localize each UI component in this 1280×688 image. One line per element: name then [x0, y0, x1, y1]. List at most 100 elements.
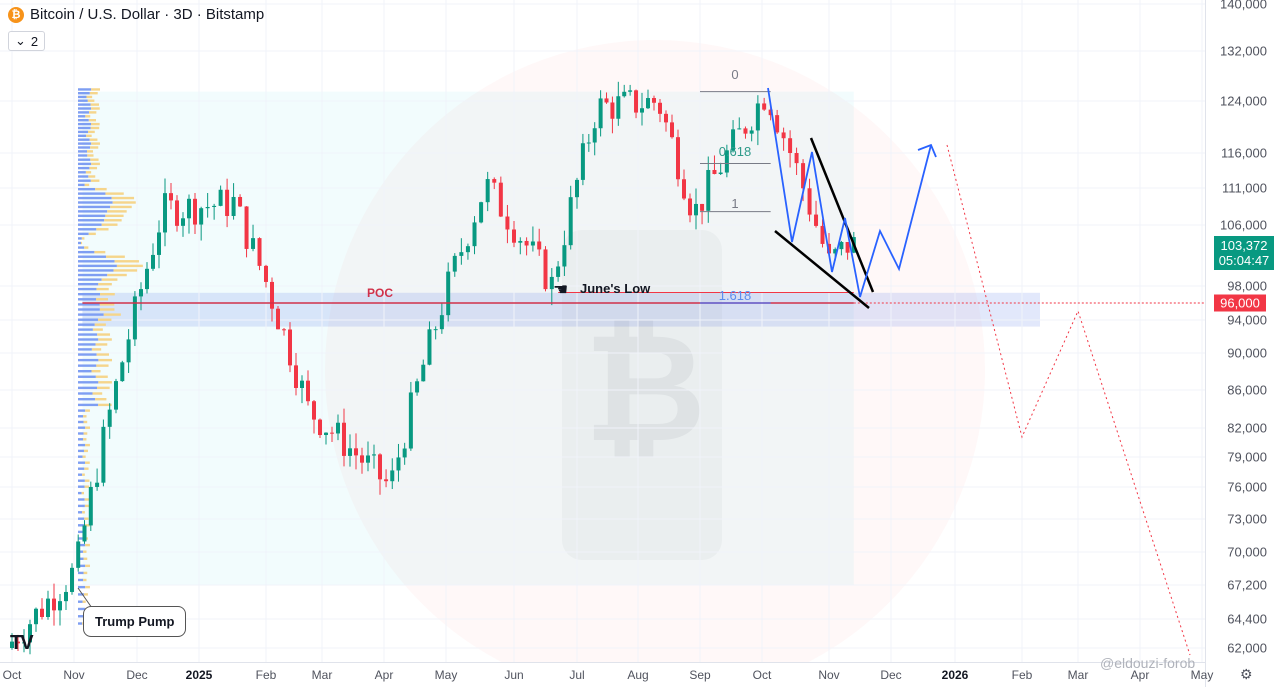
volume-bar-down	[105, 214, 124, 218]
candle-body	[34, 608, 38, 625]
candle-body	[52, 598, 56, 611]
candle-body	[634, 90, 639, 113]
candle-body	[88, 486, 93, 526]
candle-body	[616, 96, 621, 119]
trump-pump-callout[interactable]: Trump Pump	[83, 606, 187, 637]
volume-bar-up	[78, 473, 83, 476]
volume-bar-down	[89, 166, 98, 170]
volume-bar-down	[83, 432, 88, 435]
volume-bar-down	[82, 473, 85, 476]
volume-bar-down	[114, 260, 139, 263]
candle-body	[518, 240, 523, 243]
volume-bar-up	[78, 255, 107, 258]
candle-body	[670, 122, 674, 138]
volume-bar-down	[91, 142, 100, 145]
volume-bar-down	[97, 333, 111, 336]
volume-bar-up	[78, 398, 96, 401]
candle-body	[459, 252, 464, 256]
volume-bar-down	[91, 370, 101, 373]
volume-bar-up	[78, 115, 86, 118]
volume-bar-up	[78, 196, 112, 200]
volume-bar-down	[83, 571, 88, 575]
volume-bar-down	[90, 126, 100, 130]
volume-bar-down	[88, 232, 96, 236]
logo-bottle-shape	[562, 230, 722, 560]
candle-body	[485, 179, 490, 203]
time-axis[interactable]: Oct Nov Dec 2025 Feb Mar Apr May Jun Jul Aug Sep Oct…	[0, 662, 1213, 688]
candle-body	[408, 392, 413, 449]
gear-icon[interactable]: ⚙	[1240, 666, 1253, 682]
candle-body	[70, 567, 74, 592]
candle-body	[755, 103, 760, 131]
candle-body	[839, 242, 844, 250]
volume-bar-down	[111, 196, 135, 200]
volume-bar-down	[103, 313, 121, 316]
volume-bar-up	[78, 175, 89, 178]
volume-bar-up	[78, 201, 113, 204]
volume-bar-down	[83, 420, 88, 424]
volume-bar-down	[85, 564, 90, 568]
candle-body	[282, 329, 286, 331]
candle-body	[737, 128, 742, 130]
volume-bar-down	[88, 119, 97, 122]
volume-bar-down	[91, 107, 100, 110]
time-axis-label: 2025	[185, 668, 213, 682]
volume-bar-down	[81, 241, 83, 245]
candle-body	[749, 130, 754, 134]
candle-body	[139, 289, 143, 297]
candle-body	[257, 238, 262, 266]
volume-bar-up	[78, 511, 83, 514]
time-axis-label: Nov	[63, 668, 85, 682]
time-axis-label: Jun	[504, 668, 524, 682]
volume-bar-down	[88, 175, 96, 178]
candle-body	[492, 179, 497, 183]
volume-bar-up	[78, 593, 84, 596]
time-axis-label: Dec	[880, 668, 902, 682]
candle-body	[300, 380, 304, 388]
volume-profile	[78, 88, 143, 625]
candle-body	[586, 142, 591, 144]
price-chart[interactable]: ₿ POC June's Low ☚ 0 0.618 1 1.618	[0, 0, 1205, 662]
volume-bar-up	[78, 154, 88, 157]
candle-body	[610, 102, 615, 119]
candle-body	[664, 113, 668, 123]
price-axis-label: 79,000	[1227, 449, 1267, 465]
volume-bar-down	[96, 353, 109, 356]
volume-bar-down	[92, 392, 103, 395]
volume-bar-up	[78, 607, 86, 611]
tradingview-logo[interactable]: TV	[10, 632, 34, 654]
fib-label: 1.618	[719, 288, 752, 303]
candle-body	[132, 296, 137, 340]
symbol-title[interactable]: Bitcoin / U.S. Dollar · 3D · Bitstamp	[30, 6, 265, 23]
candle-body	[628, 90, 633, 92]
volume-bar-down	[112, 201, 136, 204]
volume-bar-up	[78, 375, 96, 378]
fib-label: 1	[731, 196, 738, 211]
volume-bar-down	[85, 115, 91, 118]
volume-bar-up	[78, 420, 84, 424]
volume-bar-down	[85, 524, 90, 527]
candle-body	[439, 315, 444, 330]
candle-body	[775, 115, 780, 133]
volume-bar-down	[98, 282, 112, 286]
volume-bar-up	[78, 237, 82, 240]
volume-bar-up	[78, 223, 102, 226]
price-axis-label: 86,000	[1227, 382, 1267, 398]
candle-body	[264, 265, 268, 282]
indicators-toggle-button[interactable]: ⌄ 2	[8, 31, 46, 51]
volume-bar-up	[78, 578, 84, 582]
candle-body	[396, 457, 401, 471]
volume-bar-down	[91, 348, 102, 351]
volume-bar-up	[78, 537, 84, 540]
candle-body	[421, 364, 426, 382]
volume-bar-up	[78, 530, 83, 534]
candle-body	[199, 208, 204, 225]
volume-bar-up	[78, 130, 89, 134]
volume-bar-up	[78, 381, 99, 384]
volume-bar-down	[96, 298, 109, 301]
volume-bar-up	[78, 142, 92, 145]
volume-bar-down	[85, 461, 90, 464]
price-axis-label: 132,000	[1220, 43, 1267, 59]
price-axis[interactable]: 140,000 132,000 124,000 116,000 111,000 106,0…	[1205, 0, 1280, 687]
volume-bar-up	[78, 504, 85, 508]
